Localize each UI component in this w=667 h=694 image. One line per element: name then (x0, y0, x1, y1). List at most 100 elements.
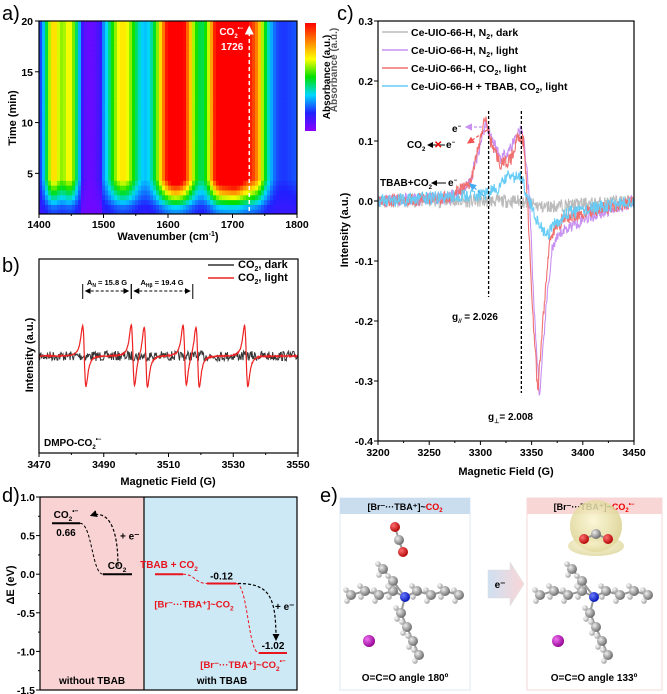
heatmap-cell (99, 146, 103, 152)
heatmap-cell (114, 103, 118, 109)
heatmap-cell (195, 151, 199, 157)
heatmap-cell (225, 185, 229, 191)
heatmap-cell (66, 156, 70, 162)
heatmap-cell (270, 127, 274, 133)
heatmap-cell (75, 165, 79, 172)
heatmap-cell (159, 69, 163, 75)
heatmap-cell (180, 59, 184, 66)
heatmap-cell (102, 98, 106, 104)
caption-left: O=C=O angle 180º (362, 673, 449, 684)
panel-e: e) [Br⁻···TBA⁺]~CO2 O=C=O angle 180º e⁻ … (320, 485, 663, 691)
heatmap-cell (66, 21, 70, 27)
heatmap-cell (84, 21, 88, 27)
heatmap-cell (168, 131, 172, 138)
heatmap-cell (129, 189, 133, 196)
heatmap-cell (177, 64, 181, 70)
heatmap-cell (99, 35, 103, 41)
heatmap-cell (288, 131, 292, 138)
heatmap-cell (90, 146, 94, 152)
heatmap-cell (183, 103, 187, 109)
heatmap-cell (243, 35, 247, 41)
heatmap-cell (60, 98, 64, 104)
heatmap-cell (117, 78, 121, 85)
heatmap-cell (222, 30, 226, 37)
electron-label-3: e− (448, 178, 458, 189)
heatmap-cell (246, 185, 250, 191)
heatmap-cell (42, 117, 46, 123)
heatmap-cell (219, 98, 223, 104)
heatmap-cell (159, 185, 163, 191)
heatmap-cell (54, 209, 58, 214)
heatmap-cell (171, 204, 175, 210)
heatmap-cell (72, 156, 76, 162)
heatmap-cell (225, 156, 229, 162)
heatmap-cell (276, 59, 280, 66)
heatmap-cell (255, 98, 259, 104)
heatmap-cell (141, 156, 145, 162)
heatmap-cell (282, 88, 286, 94)
heatmap-cell (231, 107, 235, 114)
heatmap-cell (279, 131, 283, 138)
heatmap-cell (81, 88, 85, 94)
heatmap-cell (69, 25, 73, 32)
heatmap-cell (198, 127, 202, 133)
heatmap-cell (249, 160, 253, 167)
heatmap-cell (258, 189, 262, 196)
heatmap-cell (186, 40, 190, 46)
heatmap-cell (228, 107, 232, 114)
heatmap-cell (243, 21, 247, 27)
heatmap-cell (270, 74, 274, 80)
heatmap-cell (243, 170, 247, 176)
heatmap-cell (222, 194, 226, 201)
heatmap-cell (210, 122, 214, 128)
heatmap-cell (270, 78, 274, 85)
heatmap-cell (96, 209, 100, 214)
heatmap-cell (57, 170, 61, 176)
heatmap-cell (258, 185, 262, 191)
heatmap-cell (288, 30, 292, 37)
heatmap-cell (111, 165, 115, 172)
heatmap-cell (249, 117, 253, 123)
heatmap-cell (84, 185, 88, 191)
heatmap-cell (228, 175, 232, 181)
heatmap-cell (195, 21, 199, 27)
heatmap-cell (54, 194, 58, 201)
heatmap-cell (66, 88, 70, 94)
heatmap-cell (69, 156, 73, 162)
heatmap-cell (222, 98, 226, 104)
heatmap-cell (141, 199, 145, 205)
heatmap-cell (171, 69, 175, 75)
heatmap-cell (222, 59, 226, 66)
heatmap-cell (249, 180, 253, 186)
heatmap-cell (270, 93, 274, 99)
heatmap-cell (153, 30, 157, 37)
heatmap-cell (234, 30, 238, 37)
heatmap-cell (246, 131, 250, 138)
heatmap-cell (261, 78, 265, 85)
heatmap-cell (201, 131, 205, 138)
heatmap-cell (165, 165, 169, 172)
heatmap-cell (78, 74, 82, 80)
heatmap-cell (138, 151, 142, 157)
heatmap-cell (102, 35, 106, 41)
hydrogen-atom (399, 619, 405, 625)
heatmap-cell (210, 199, 214, 205)
heatmap-cell (264, 199, 268, 205)
heatmap-cell (174, 64, 178, 70)
heatmap-cell (225, 35, 229, 41)
heatmap-cell (42, 194, 46, 201)
heatmap-cell (192, 21, 196, 27)
heatmap-cell (213, 59, 217, 66)
heatmap-cell (84, 170, 88, 176)
heatmap-cell (75, 107, 79, 114)
heatmap-cell (246, 117, 250, 123)
heatmap-cell (129, 93, 133, 99)
heatmap-cell (177, 165, 181, 172)
heatmap-cell (207, 117, 211, 123)
heatmap-cell (54, 131, 58, 138)
heatmap-cell (186, 131, 190, 138)
heatmap-cell (108, 64, 112, 70)
heatmap-cell (225, 69, 229, 75)
heatmap-cell (171, 180, 175, 186)
heatmap-cell (240, 54, 244, 61)
